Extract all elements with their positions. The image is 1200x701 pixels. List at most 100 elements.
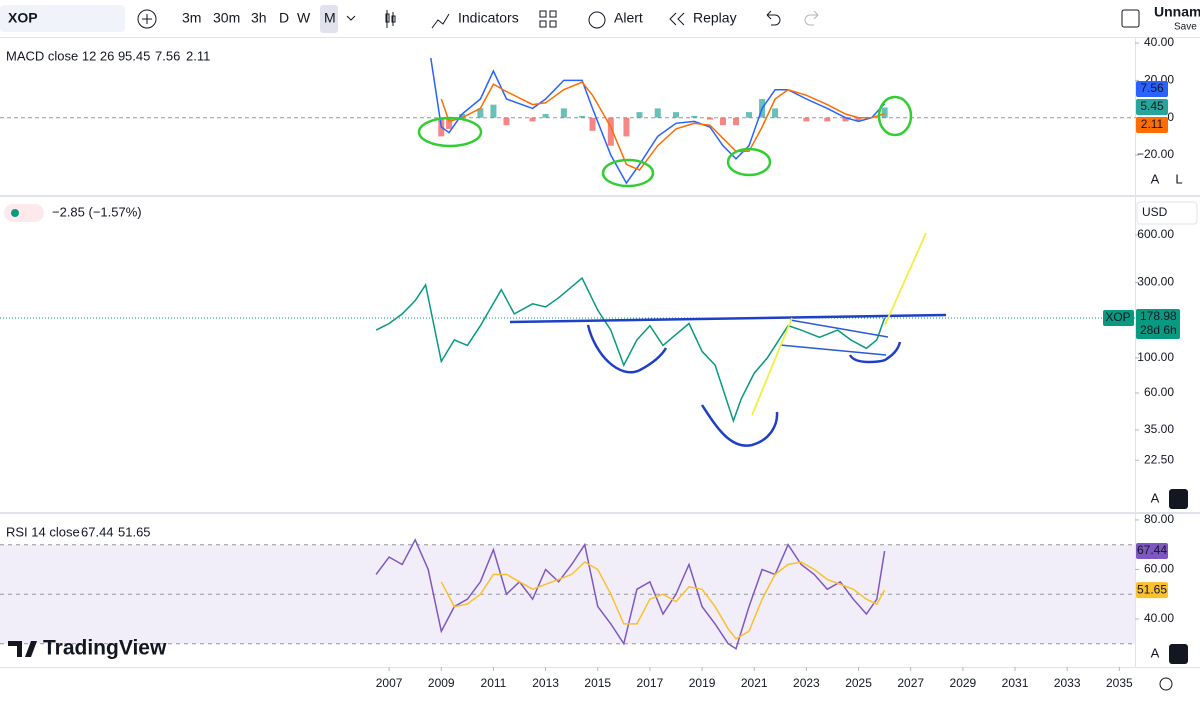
interval-button[interactable]: 30m	[213, 10, 240, 26]
histogram-bar	[529, 117, 536, 122]
series-line	[430, 57, 886, 185]
scale-button[interactable]: L	[1175, 171, 1182, 186]
y-tick-label: 22.50	[1144, 452, 1174, 466]
interval-button[interactable]: D	[279, 10, 289, 26]
histogram-bar	[672, 112, 679, 118]
scale-button[interactable]: A	[1151, 171, 1160, 186]
y-tick-label: −20.00	[1137, 147, 1174, 161]
histogram-bar	[746, 112, 753, 118]
indicator-title[interactable]: MACD close 12 26 9	[6, 48, 125, 63]
series-line	[375, 538, 886, 650]
x-tick-label: 2011	[481, 676, 507, 690]
indicators-button[interactable]: Indicators	[458, 10, 519, 26]
interval-dropdown[interactable]	[346, 15, 356, 21]
x-tick-label: 2029	[950, 676, 977, 690]
value-badge: 51.65	[1137, 582, 1167, 596]
scale-button[interactable]: L	[1175, 490, 1182, 505]
y-tick-label: 35.00	[1144, 422, 1174, 436]
x-tick-label: 2023	[793, 676, 820, 690]
indicator-title[interactable]: RSI 14 close	[6, 524, 80, 539]
legend-dot	[11, 209, 19, 217]
redo[interactable]	[804, 10, 819, 26]
y-tick-label: 80.00	[1144, 512, 1174, 526]
save-button[interactable]: Save	[1174, 22, 1197, 33]
price-change: −2.85 (−1.57%)	[52, 204, 142, 219]
alert-button[interactable]: Alert	[614, 10, 643, 26]
histogram-bar	[654, 108, 661, 118]
y-tick-label: 300.00	[1137, 275, 1174, 289]
series-line	[375, 276, 886, 424]
symbol[interactable]: XOP	[8, 10, 38, 26]
scale-button[interactable]: L	[1175, 645, 1182, 660]
histogram-bar	[607, 117, 614, 146]
alert-icon[interactable]	[588, 11, 606, 29]
pane-separator	[0, 195, 1200, 197]
histogram-bar	[881, 107, 888, 118]
x-tick-label: 2019	[689, 676, 716, 690]
scale-button-bg	[1169, 644, 1188, 664]
indicators-icon[interactable]	[431, 13, 450, 29]
intervals: 3m 30m 3h D W M	[182, 10, 336, 26]
scale-button[interactable]: A	[1151, 490, 1160, 505]
indicator-value: 51.65	[118, 524, 151, 539]
x-tick-label: 2025	[845, 676, 872, 690]
histogram-bar	[855, 117, 862, 122]
interval-button[interactable]: M	[324, 10, 336, 26]
layouts-icon[interactable]	[539, 10, 557, 28]
currency[interactable]: USD	[1142, 205, 1168, 219]
brand: TradingView	[43, 637, 167, 660]
wedge-drawing	[779, 319, 889, 356]
y-tick-label: 40.00	[1144, 35, 1174, 49]
histogram-bar	[772, 108, 779, 118]
x-tick-label: 2035	[1106, 676, 1133, 690]
histogram-bar	[446, 117, 453, 129]
interval-button[interactable]: 3m	[182, 10, 201, 26]
histogram-bar	[623, 117, 630, 137]
indicator-value: 7.56	[155, 48, 180, 63]
histogram-bar	[824, 117, 831, 122]
histogram-bar	[589, 117, 596, 131]
undo[interactable]	[766, 10, 781, 26]
y-tick-label: 100.00	[1137, 350, 1174, 364]
x-tick-label: 2033	[1054, 676, 1081, 690]
price-badge: 178.98	[1140, 309, 1177, 323]
histogram-bar	[732, 117, 739, 126]
x-tick-label: 2015	[584, 676, 611, 690]
histogram-bar	[719, 117, 726, 126]
y-tick-label: 600.00	[1137, 227, 1174, 241]
scale-button-bg	[1169, 489, 1188, 509]
x-tick-label: 2007	[376, 676, 403, 690]
x-tick-label: 2021	[741, 676, 768, 690]
indicator-value: 2.11	[186, 48, 210, 63]
series-line	[440, 81, 885, 171]
y-tick-label: 60.00	[1144, 385, 1174, 399]
add-symbol[interactable]	[137, 9, 157, 29]
layout-name[interactable]: Unname	[1154, 4, 1200, 20]
curve-drawing	[848, 341, 902, 364]
candle-icon[interactable]	[385, 10, 396, 28]
histogram-bar	[636, 112, 643, 118]
symbol-box[interactable]	[0, 5, 125, 32]
x-tick-label: 2031	[1002, 676, 1029, 690]
interval-button[interactable]: 3h	[251, 10, 267, 26]
settings-icon[interactable]	[1159, 677, 1173, 691]
symbol-badge-bg	[1103, 309, 1134, 326]
interval-button[interactable]: W	[297, 10, 311, 26]
time-axis-border	[0, 667, 1200, 668]
indicator-value: 67.44	[81, 524, 114, 539]
legend-pill[interactable]	[4, 204, 44, 222]
price-badge-bg	[1136, 308, 1180, 339]
circle-drawing	[417, 116, 483, 148]
y-tick-label: 0	[1167, 110, 1174, 124]
drawings	[417, 95, 947, 447]
value-badge: 5.45	[1140, 99, 1164, 113]
layout-icon[interactable]	[1121, 9, 1140, 28]
currency-box[interactable]	[1136, 201, 1198, 225]
replay-icon[interactable]	[669, 12, 685, 26]
value-badge: 7.56	[1140, 81, 1164, 95]
replay-button[interactable]: Replay	[693, 10, 737, 26]
scale-button[interactable]: A	[1151, 645, 1160, 660]
pane-separator	[0, 512, 1200, 514]
